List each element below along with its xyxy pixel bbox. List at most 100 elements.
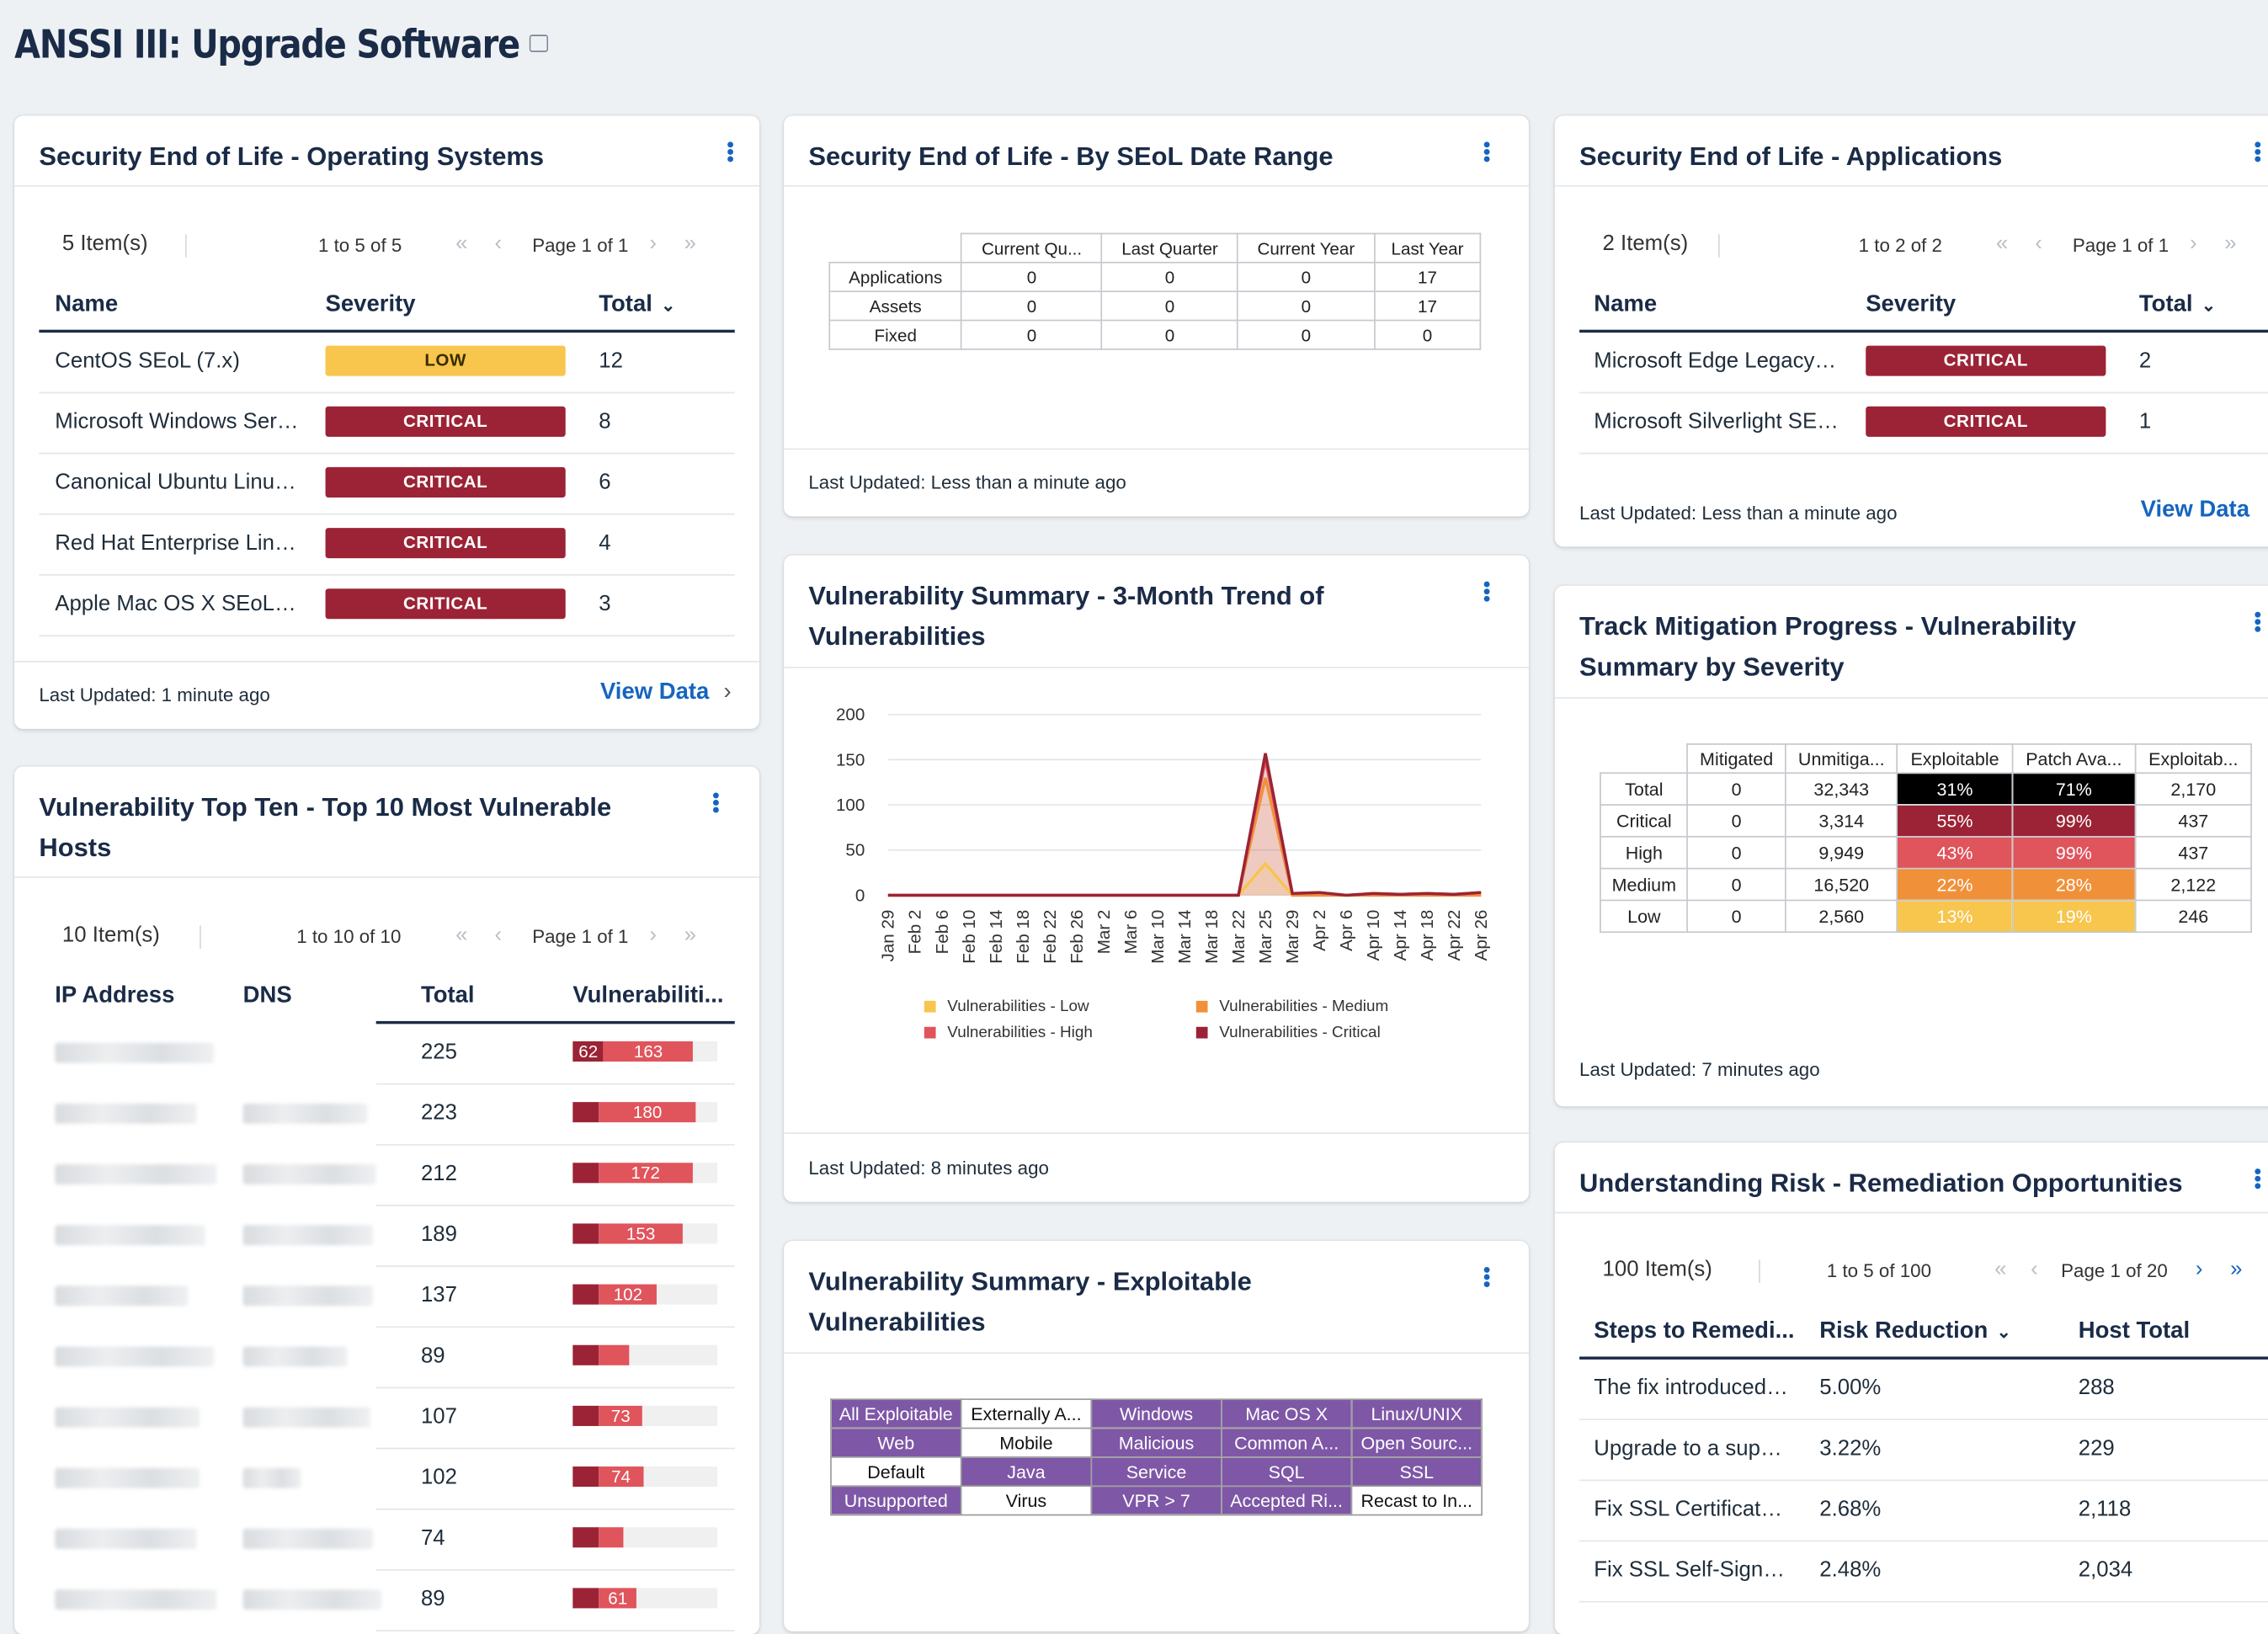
- table-row[interactable]: Red Hat Enterprise Lin… CRITICAL 4: [39, 514, 735, 576]
- cell[interactable]: 0: [1237, 290, 1376, 322]
- cell[interactable]: 0: [961, 319, 1103, 350]
- cell[interactable]: 16,520: [1784, 867, 1898, 902]
- col-unmitigated[interactable]: Unmitiga...: [1784, 743, 1898, 774]
- vulnerability-bar[interactable]: 74: [572, 1466, 718, 1488]
- col-exploitable-count[interactable]: Exploitab...: [2134, 743, 2252, 774]
- col-current-quarter[interactable]: Current Qu...: [961, 232, 1103, 263]
- cell[interactable]: 9,949: [1784, 836, 1898, 870]
- col-total[interactable]: Total ⌄: [2139, 292, 2216, 318]
- next-page-icon[interactable]: ›: [649, 231, 657, 257]
- table-row[interactable]: 74: [55, 1509, 735, 1571]
- trend-chart[interactable]: 0 50 100 150 200 Jan 29 Feb 2 Feb 6 Feb 10 Feb 14…: [784, 693, 1529, 1069]
- row-step[interactable]: Fix SSL Certificat…: [1594, 1497, 1783, 1522]
- matrix-cell[interactable]: Linux/UNIX: [1350, 1398, 1483, 1429]
- col-dns[interactable]: DNS: [242, 983, 292, 1009]
- ip-address-redacted[interactable]: [55, 1407, 200, 1428]
- prev-page-icon[interactable]: ‹: [2031, 1256, 2038, 1282]
- matrix-cell[interactable]: Externally A...: [960, 1398, 1093, 1429]
- row-name[interactable]: Microsoft Windows Ser…: [55, 409, 299, 434]
- matrix-cell[interactable]: Default: [830, 1456, 962, 1488]
- cell[interactable]: 0: [1101, 290, 1238, 322]
- table-row[interactable]: 89: [55, 1326, 735, 1389]
- row-step[interactable]: Fix SSL Self-Sign…: [1594, 1557, 1786, 1583]
- cell[interactable]: 2,170: [2134, 772, 2252, 806]
- table-row[interactable]: Upgrade to a sup… 3.22% 229: [1579, 1418, 2268, 1482]
- kebab-menu-icon[interactable]: [1483, 581, 1490, 602]
- kebab-menu-icon[interactable]: [1483, 1266, 1490, 1288]
- cell[interactable]: 437: [2134, 836, 2252, 870]
- col-exploitable[interactable]: Exploitable: [1897, 743, 2013, 774]
- col-name[interactable]: Name: [55, 292, 119, 317]
- col-risk-reduction[interactable]: Risk Reduction ⌄: [1819, 1319, 2011, 1345]
- col-steps[interactable]: Steps to Remedi...: [1594, 1318, 1795, 1344]
- table-row[interactable]: Microsoft Silverlight SE… CRITICAL 1: [1579, 392, 2268, 455]
- row-name[interactable]: Red Hat Enterprise Lin…: [55, 530, 296, 556]
- matrix-cell[interactable]: Accepted Ri...: [1220, 1485, 1353, 1516]
- matrix-cell[interactable]: Malicious: [1090, 1427, 1222, 1458]
- ip-address-redacted[interactable]: [55, 1285, 189, 1307]
- last-page-icon[interactable]: »: [684, 923, 696, 948]
- cell[interactable]: 0: [1101, 319, 1238, 350]
- cell[interactable]: 437: [2134, 804, 2252, 838]
- col-vulnerabilities[interactable]: Vulnerabiliti...: [572, 983, 724, 1009]
- matrix-cell[interactable]: VPR > 7: [1090, 1485, 1222, 1516]
- cell[interactable]: 55%: [1897, 804, 2013, 838]
- matrix-cell[interactable]: SQL: [1220, 1456, 1353, 1488]
- legend-item[interactable]: Vulnerabilities - Low: [924, 998, 1089, 1015]
- col-last-quarter[interactable]: Last Quarter: [1101, 232, 1238, 263]
- row-name[interactable]: Apple Mac OS X SEoL…: [55, 591, 296, 616]
- ip-address-redacted[interactable]: [55, 1467, 200, 1488]
- vulnerability-bar[interactable]: 102: [572, 1284, 718, 1305]
- table-row[interactable]: 223 180: [55, 1083, 735, 1146]
- last-page-icon[interactable]: »: [2224, 231, 2237, 257]
- matrix-cell[interactable]: Virus: [960, 1485, 1093, 1516]
- matrix-cell[interactable]: Recast to In...: [1350, 1485, 1483, 1516]
- cell[interactable]: 31%: [1897, 772, 2013, 806]
- kebab-menu-icon[interactable]: [712, 792, 719, 813]
- matrix-cell[interactable]: Mac OS X: [1220, 1398, 1353, 1429]
- matrix-cell[interactable]: Windows: [1090, 1398, 1222, 1429]
- first-page-icon[interactable]: «: [455, 231, 468, 257]
- table-row[interactable]: 189 153: [55, 1205, 735, 1267]
- table-row[interactable]: Microsoft Edge Legacy… CRITICAL 2: [1579, 331, 2268, 394]
- col-total[interactable]: Total: [420, 983, 475, 1009]
- matrix-cell[interactable]: Service: [1090, 1456, 1222, 1488]
- table-row[interactable]: Microsoft Windows Ser… CRITICAL 8: [39, 392, 735, 455]
- col-host-total[interactable]: Host Total: [2078, 1318, 2191, 1344]
- table-row[interactable]: The fix introduced… 5.00% 288: [1579, 1358, 2268, 1421]
- table-row[interactable]: 107 73: [55, 1387, 735, 1450]
- legend-item[interactable]: Vulnerabilities - Critical: [1195, 1024, 1381, 1041]
- prev-page-icon[interactable]: ‹: [494, 923, 503, 948]
- col-patch-available[interactable]: Patch Ava...: [2011, 743, 2137, 774]
- col-ip[interactable]: IP Address: [55, 983, 175, 1009]
- cell[interactable]: 99%: [2011, 804, 2137, 838]
- cell[interactable]: 0: [1686, 804, 1786, 838]
- matrix-cell[interactable]: Mobile: [960, 1427, 1093, 1458]
- table-row[interactable]: 102 74: [55, 1448, 735, 1510]
- matrix-cell[interactable]: Unsupported: [830, 1485, 962, 1516]
- cell[interactable]: 17: [1373, 290, 1482, 322]
- vulnerability-bar[interactable]: 180: [572, 1102, 718, 1123]
- cell[interactable]: 0: [961, 261, 1103, 293]
- cell[interactable]: 28%: [2011, 867, 2137, 902]
- prev-page-icon[interactable]: ‹: [494, 231, 503, 257]
- first-page-icon[interactable]: «: [1995, 231, 2009, 257]
- ip-address-redacted[interactable]: [55, 1225, 205, 1246]
- vulnerability-bar[interactable]: 153: [572, 1223, 718, 1244]
- book-icon[interactable]: [529, 34, 548, 51]
- last-page-icon[interactable]: »: [684, 231, 696, 257]
- cell[interactable]: 99%: [2011, 836, 2137, 870]
- kebab-menu-icon[interactable]: [2255, 611, 2261, 632]
- matrix-cell[interactable]: Java: [960, 1456, 1093, 1488]
- first-page-icon[interactable]: «: [1994, 1256, 2007, 1282]
- col-total[interactable]: Total ⌄: [599, 292, 675, 318]
- vulnerability-bar[interactable]: 62 163: [572, 1041, 718, 1062]
- kebab-menu-icon[interactable]: [2255, 1168, 2261, 1190]
- cell[interactable]: 0: [1101, 261, 1238, 293]
- row-name[interactable]: Microsoft Silverlight SE…: [1594, 409, 1839, 434]
- matrix-cell[interactable]: Open Sourc...: [1350, 1427, 1483, 1458]
- ip-address-redacted[interactable]: [55, 1103, 197, 1124]
- cell[interactable]: 0: [1237, 319, 1376, 350]
- kebab-menu-icon[interactable]: [1483, 141, 1490, 162]
- cell[interactable]: 0: [961, 290, 1103, 322]
